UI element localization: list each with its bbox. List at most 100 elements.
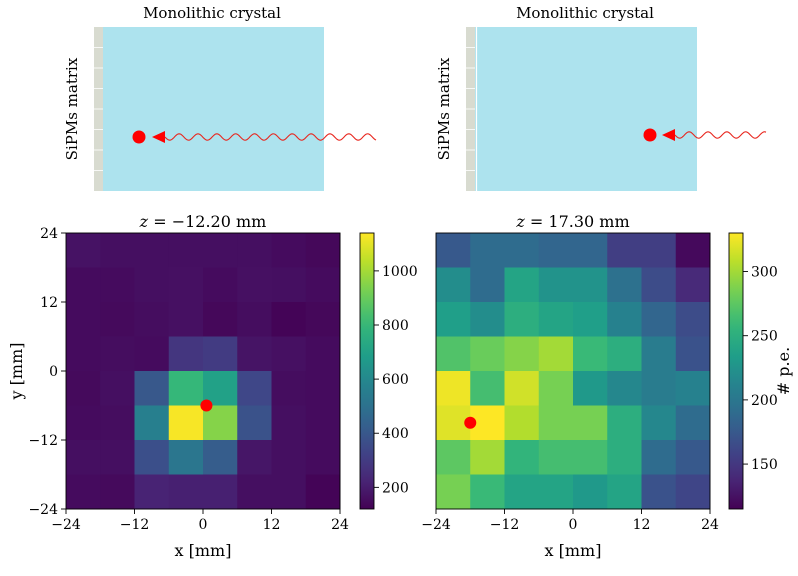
heatmap-cell	[504, 336, 540, 372]
heatmap-cell	[641, 371, 677, 406]
photon-wave-left	[164, 133, 377, 141]
heatmap-cell	[504, 267, 540, 303]
heatmap-left-x-axis: −24 −12 0 12 24	[51, 509, 349, 533]
colorbar-tick-label: 300	[751, 265, 778, 281]
heatmap-cell	[675, 302, 711, 337]
heatmap-cell	[573, 474, 608, 510]
heatmap-cell	[237, 267, 272, 303]
heatmap-cell	[436, 336, 471, 372]
x-tick-label: −12	[120, 517, 150, 533]
x-tick-label: 0	[199, 517, 208, 533]
heatmap-cell	[641, 302, 677, 337]
x-tick-label: 24	[701, 517, 719, 533]
photon-arrowhead-right	[662, 129, 675, 141]
crystal-right	[475, 27, 697, 191]
heatmap-cell	[203, 405, 238, 441]
heatmap-cell	[168, 233, 204, 268]
colorbar-left-bar	[359, 232, 375, 510]
heatmap-cell	[203, 233, 238, 268]
heatmap-cell	[305, 371, 341, 406]
colorbar-right-ticks: 150 200 250 300	[743, 265, 778, 473]
heatmap-cell	[100, 474, 135, 510]
heatmap-cell	[573, 302, 608, 337]
photon-arrowhead-left	[152, 131, 165, 143]
x-tick-label: −24	[51, 517, 81, 533]
heatmap-cell	[66, 302, 101, 337]
heatmap-cell	[436, 371, 471, 406]
heatmap-cell	[134, 336, 170, 372]
heatmap-cell	[470, 267, 505, 303]
colorbar-tick-label: 600	[382, 372, 409, 388]
heatmap-cell	[641, 336, 677, 372]
colorbar-tick-label: 400	[382, 426, 409, 442]
heatmap-cell	[504, 440, 540, 475]
heatmap-cell	[436, 474, 471, 510]
heatmap-cell	[573, 405, 608, 441]
colorbar-left: 200 400 600 800 1000	[359, 232, 418, 510]
heatmap-right-title: z = 17.30 mm	[515, 212, 629, 231]
heatmap-right-marker	[464, 416, 477, 429]
interaction-point-right	[643, 128, 657, 142]
heatmap-cell	[237, 233, 272, 268]
heatmap-cell	[641, 440, 677, 475]
photon-wave-right	[674, 131, 767, 139]
x-tick-label: 12	[633, 517, 651, 533]
heatmap-cell	[538, 302, 574, 337]
heatmap-cell	[203, 302, 238, 337]
y-tick-label: 12	[40, 295, 58, 311]
crystal-left	[103, 27, 324, 191]
heatmap-cell	[100, 405, 135, 441]
sipm-segments-right	[466, 47, 475, 171]
heatmap-cell	[271, 474, 307, 510]
y-tick-label: 24	[40, 226, 58, 242]
heatmap-cell	[100, 440, 135, 475]
heatmap-cell	[470, 371, 505, 406]
heatmap-cell	[504, 474, 540, 510]
heatmap-cell	[100, 336, 135, 372]
heatmap-cell	[504, 233, 540, 268]
heatmap-cell	[168, 336, 204, 372]
heatmap-cell	[504, 371, 540, 406]
colorbar-tick-label: 200	[751, 393, 778, 409]
heatmap-cell	[271, 302, 307, 337]
x-tick-label: −24	[421, 517, 451, 533]
heatmap-cell	[675, 440, 711, 475]
heatmap-cell	[134, 371, 170, 406]
heatmap-cell	[168, 267, 204, 303]
heatmap-left-title: z = −12.20 mm	[139, 212, 267, 231]
heatmap-cell	[100, 302, 135, 337]
heatmap-cell	[305, 336, 341, 372]
heatmap-cell	[607, 336, 642, 372]
heatmap-cell	[675, 371, 711, 406]
heatmap-left-ylabel: y [mm]	[7, 343, 26, 401]
y-tick-label: −24	[28, 502, 58, 518]
heatmap-cell	[134, 302, 170, 337]
heatmap-cell	[66, 405, 101, 441]
colorbar-tick-label: 150	[751, 457, 778, 473]
heatmap-cell	[203, 440, 238, 475]
heatmap-cell	[271, 405, 307, 441]
x-tick-label: 0	[569, 517, 578, 533]
heatmap-left-xlabel: x [mm]	[175, 541, 232, 560]
heatmap-cell	[100, 267, 135, 303]
heatmap-cell	[168, 302, 204, 337]
heatmap-cell	[538, 371, 574, 406]
heatmap-cell	[134, 405, 170, 441]
colorbar-tick-label: 800	[382, 318, 409, 334]
colorbar-left-ticks: 200 400 600 800 1000	[374, 264, 418, 496]
y-tick-label: −12	[28, 433, 58, 449]
heatmap-cell	[470, 233, 505, 268]
heatmap-cell	[675, 474, 711, 510]
heatmap-left: z = −12.20 mm −24 −12 0 12 24 −24 −12 0 12 24 x …	[7, 212, 349, 560]
heatmap-left-cells	[66, 233, 341, 510]
heatmap-cell	[66, 440, 101, 475]
heatmap-cell	[168, 474, 204, 510]
heatmap-cell	[675, 267, 711, 303]
colorbar-right-label: # p.e.	[774, 347, 793, 395]
heatmap-cell	[271, 267, 307, 303]
heatmap-cell	[100, 371, 135, 406]
colorbar-tick-label: 1000	[382, 264, 418, 280]
heatmap-cell	[675, 336, 711, 372]
heatmap-cell	[538, 474, 574, 510]
